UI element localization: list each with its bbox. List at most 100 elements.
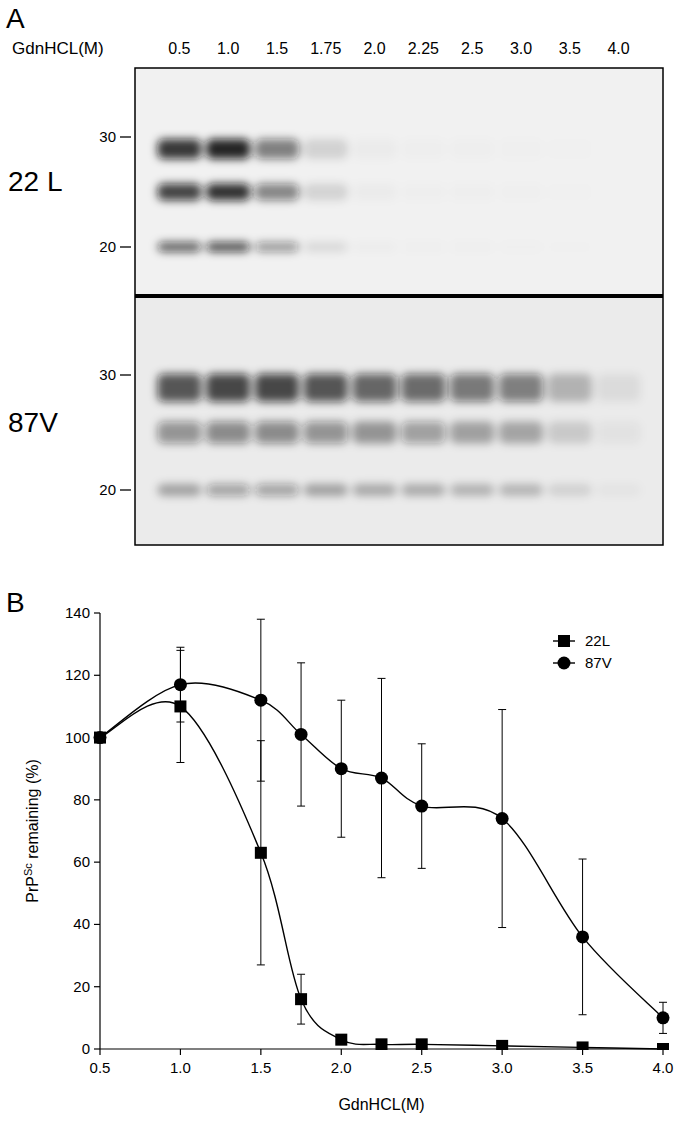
y-tick-label: 140	[65, 604, 90, 621]
data-point	[295, 993, 307, 1005]
marker-label: 30	[99, 366, 116, 383]
band	[206, 139, 250, 159]
y-tick-label: 0	[82, 1040, 90, 1057]
error-cap	[418, 868, 426, 869]
data-point	[94, 731, 107, 744]
x-axis-label: GdnHCL(M)	[338, 1096, 424, 1113]
data-point	[174, 700, 186, 712]
error-cap	[579, 1014, 587, 1015]
marker-label: 20	[99, 238, 116, 255]
band	[304, 484, 348, 496]
band	[206, 484, 250, 496]
y-tick-label: 120	[65, 666, 90, 683]
band	[353, 139, 397, 159]
band	[499, 422, 543, 444]
band	[548, 422, 592, 444]
y-tick	[94, 612, 100, 613]
band	[304, 422, 348, 444]
error-cap	[297, 806, 305, 807]
error-cap	[257, 964, 265, 965]
band	[157, 242, 201, 252]
x-tick	[180, 1049, 181, 1055]
band	[206, 422, 250, 444]
row-label: 22 L	[8, 166, 63, 197]
lane-label: 1.75	[310, 40, 341, 57]
band	[499, 139, 543, 159]
marker-tick	[120, 374, 131, 375]
blot-header: GdnHCL(M)	[12, 39, 104, 58]
band	[304, 374, 348, 402]
data-point	[416, 1038, 428, 1050]
band	[548, 484, 592, 496]
band	[157, 139, 201, 159]
data-point	[657, 1043, 669, 1050]
x-tick-label: 3.0	[492, 1059, 513, 1076]
band	[304, 184, 348, 201]
band	[353, 374, 397, 402]
error-cap	[659, 1033, 667, 1034]
band	[304, 139, 348, 159]
data-point	[415, 800, 428, 813]
error-cap	[378, 678, 386, 679]
band	[206, 184, 250, 201]
lane-label: 3.0	[510, 40, 532, 57]
x-tick-label: 0.5	[90, 1059, 111, 1076]
band	[401, 184, 445, 201]
band	[206, 374, 250, 402]
error-cap	[337, 837, 345, 838]
data-point	[576, 930, 589, 943]
blot-background	[135, 298, 663, 545]
band	[157, 422, 201, 444]
data-point	[295, 728, 308, 741]
band	[255, 374, 299, 402]
legend-label: 87V	[585, 654, 612, 671]
y-tick-label: 80	[73, 791, 90, 808]
error-cap	[257, 781, 265, 782]
lane-label: 0.5	[168, 40, 190, 57]
band	[255, 242, 299, 252]
lane-label: 1.5	[266, 40, 288, 57]
marker-label: 20	[99, 481, 116, 498]
marker-tick	[120, 246, 131, 247]
band	[450, 484, 494, 496]
band	[499, 374, 543, 402]
y-axis-label-part: PrP	[24, 876, 41, 903]
data-point	[254, 694, 267, 707]
band	[499, 242, 543, 252]
band	[548, 242, 592, 252]
lane-label: 2.0	[363, 40, 385, 57]
error-cap	[337, 700, 345, 701]
band	[401, 484, 445, 496]
band	[450, 184, 494, 201]
error-cap	[498, 927, 506, 928]
band	[499, 484, 543, 496]
data-point	[577, 1041, 589, 1050]
y-tick	[94, 862, 100, 863]
error-cap	[297, 662, 305, 663]
error-cap	[579, 859, 587, 860]
y-tick-label: 100	[65, 729, 90, 746]
y-axis-label: PrPSc remaining (%)	[22, 759, 41, 903]
band	[353, 242, 397, 252]
x-tick	[260, 1049, 261, 1055]
error-cap	[257, 619, 265, 620]
x-tick-label: 1.5	[250, 1059, 271, 1076]
band	[401, 422, 445, 444]
band	[353, 484, 397, 496]
panel-label: B	[6, 587, 25, 618]
band	[450, 139, 494, 159]
y-axis	[99, 613, 100, 1049]
blot-frame	[135, 68, 663, 545]
y-axis-label-part: remaining (%)	[24, 759, 41, 863]
band	[548, 374, 592, 402]
lane-label: 4.0	[607, 40, 629, 57]
row-label: 87V	[8, 407, 58, 438]
band	[157, 184, 201, 201]
band	[304, 242, 348, 252]
data-point	[335, 1034, 347, 1046]
data-point	[376, 1038, 388, 1050]
x-tick-label: 1.0	[170, 1059, 191, 1076]
error-cap	[418, 743, 426, 744]
marker-label: 30	[99, 128, 116, 145]
x-tick	[99, 1049, 100, 1055]
